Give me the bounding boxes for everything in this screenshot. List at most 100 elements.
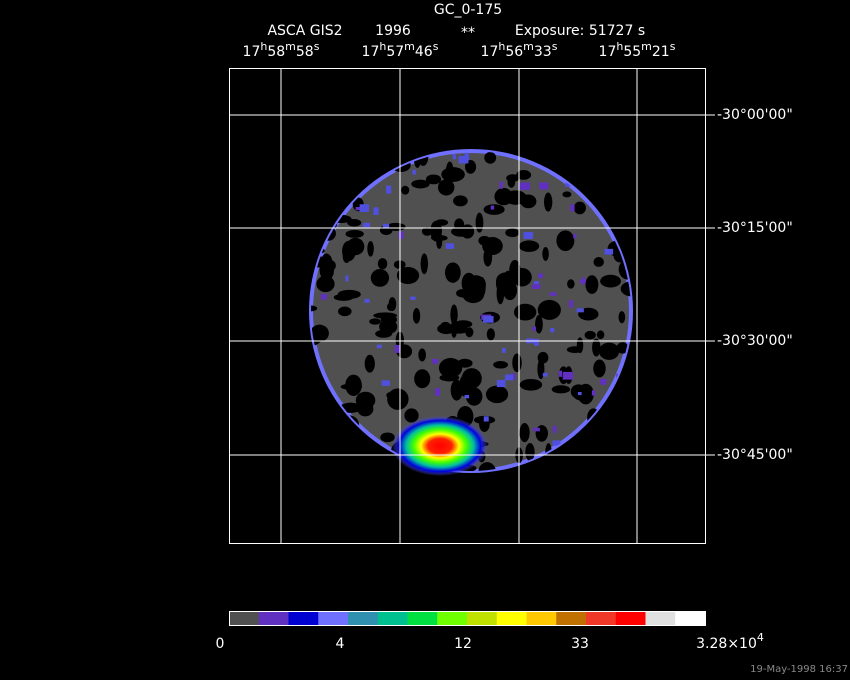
speck bbox=[373, 207, 379, 216]
ra-part: h bbox=[616, 40, 623, 53]
speck bbox=[362, 222, 371, 228]
speck bbox=[576, 308, 584, 313]
swatch bbox=[615, 611, 646, 625]
swatch bbox=[675, 611, 706, 625]
ra-part: m bbox=[404, 40, 415, 53]
void bbox=[512, 353, 522, 373]
void bbox=[576, 429, 597, 449]
void bbox=[518, 429, 529, 439]
colorbar: 0 4 12 33 3.28×104 bbox=[216, 611, 764, 652]
swatch bbox=[586, 611, 617, 625]
ra-part: 46 bbox=[415, 44, 433, 60]
speck bbox=[552, 425, 557, 433]
speck bbox=[490, 205, 495, 210]
void bbox=[386, 302, 395, 311]
void bbox=[412, 308, 421, 324]
void bbox=[450, 304, 458, 325]
void bbox=[535, 315, 543, 334]
void bbox=[329, 194, 337, 211]
swatch bbox=[437, 611, 468, 625]
void bbox=[493, 361, 509, 369]
speck bbox=[445, 243, 455, 249]
speck bbox=[452, 154, 456, 160]
speck bbox=[549, 292, 557, 296]
speck bbox=[523, 231, 534, 239]
ra-part: m bbox=[641, 40, 652, 53]
void bbox=[475, 212, 484, 233]
void bbox=[347, 219, 362, 227]
void bbox=[519, 378, 543, 391]
void bbox=[364, 354, 375, 373]
frame bbox=[229, 68, 706, 544]
void bbox=[484, 151, 497, 164]
void bbox=[569, 465, 590, 471]
void bbox=[411, 179, 430, 189]
void bbox=[582, 151, 590, 171]
void bbox=[535, 425, 548, 442]
void bbox=[373, 312, 398, 319]
speck bbox=[483, 416, 489, 422]
speck bbox=[533, 338, 539, 346]
speck bbox=[504, 374, 514, 381]
void bbox=[518, 240, 540, 252]
speck bbox=[564, 183, 571, 187]
void bbox=[370, 269, 390, 287]
void bbox=[614, 390, 623, 402]
void bbox=[619, 435, 630, 445]
speck bbox=[359, 204, 369, 212]
speck bbox=[374, 165, 385, 170]
grid bbox=[229, 68, 715, 543]
void bbox=[439, 374, 460, 382]
void bbox=[584, 330, 596, 340]
void bbox=[457, 358, 473, 368]
ra-part: 58 bbox=[267, 44, 285, 60]
void bbox=[444, 262, 461, 283]
void bbox=[453, 195, 468, 207]
swatch bbox=[526, 611, 557, 625]
speck bbox=[432, 358, 439, 364]
speck bbox=[531, 284, 541, 289]
void bbox=[615, 173, 631, 181]
colorbar-label: 0 bbox=[216, 636, 225, 652]
swatch bbox=[348, 611, 379, 625]
void bbox=[551, 385, 571, 394]
exponent: 4 bbox=[757, 631, 764, 644]
speck bbox=[539, 182, 549, 190]
void bbox=[355, 155, 379, 178]
ra-label: 17h55m21s bbox=[599, 40, 676, 60]
void bbox=[454, 320, 473, 328]
speck bbox=[579, 279, 586, 283]
speck bbox=[394, 344, 400, 353]
colorbar-label: 12 bbox=[454, 636, 472, 652]
swatch bbox=[318, 611, 349, 625]
void bbox=[596, 330, 605, 340]
void bbox=[505, 228, 520, 238]
void bbox=[425, 174, 442, 185]
speck bbox=[538, 273, 543, 279]
speck bbox=[558, 370, 563, 377]
void bbox=[496, 282, 505, 305]
colorbar-label: 33 bbox=[571, 636, 589, 652]
speck bbox=[499, 181, 503, 189]
void bbox=[414, 369, 431, 389]
void bbox=[338, 306, 352, 317]
void bbox=[420, 253, 429, 275]
mantissa: 3.28×10 bbox=[696, 636, 757, 652]
colorbar-frame bbox=[229, 611, 706, 626]
void bbox=[519, 151, 526, 157]
colorbar-max: 3.28×104 bbox=[696, 631, 764, 652]
void bbox=[377, 258, 388, 270]
void bbox=[513, 303, 537, 321]
swatch bbox=[229, 611, 260, 625]
void bbox=[508, 191, 515, 202]
speck bbox=[573, 233, 577, 239]
dec-label: -30°15'00" bbox=[717, 220, 793, 236]
swatch bbox=[377, 611, 408, 625]
void bbox=[404, 408, 419, 423]
void bbox=[589, 160, 608, 170]
speck bbox=[435, 388, 441, 396]
void bbox=[355, 391, 376, 409]
void bbox=[396, 267, 420, 285]
void bbox=[567, 279, 575, 289]
void bbox=[485, 385, 509, 404]
